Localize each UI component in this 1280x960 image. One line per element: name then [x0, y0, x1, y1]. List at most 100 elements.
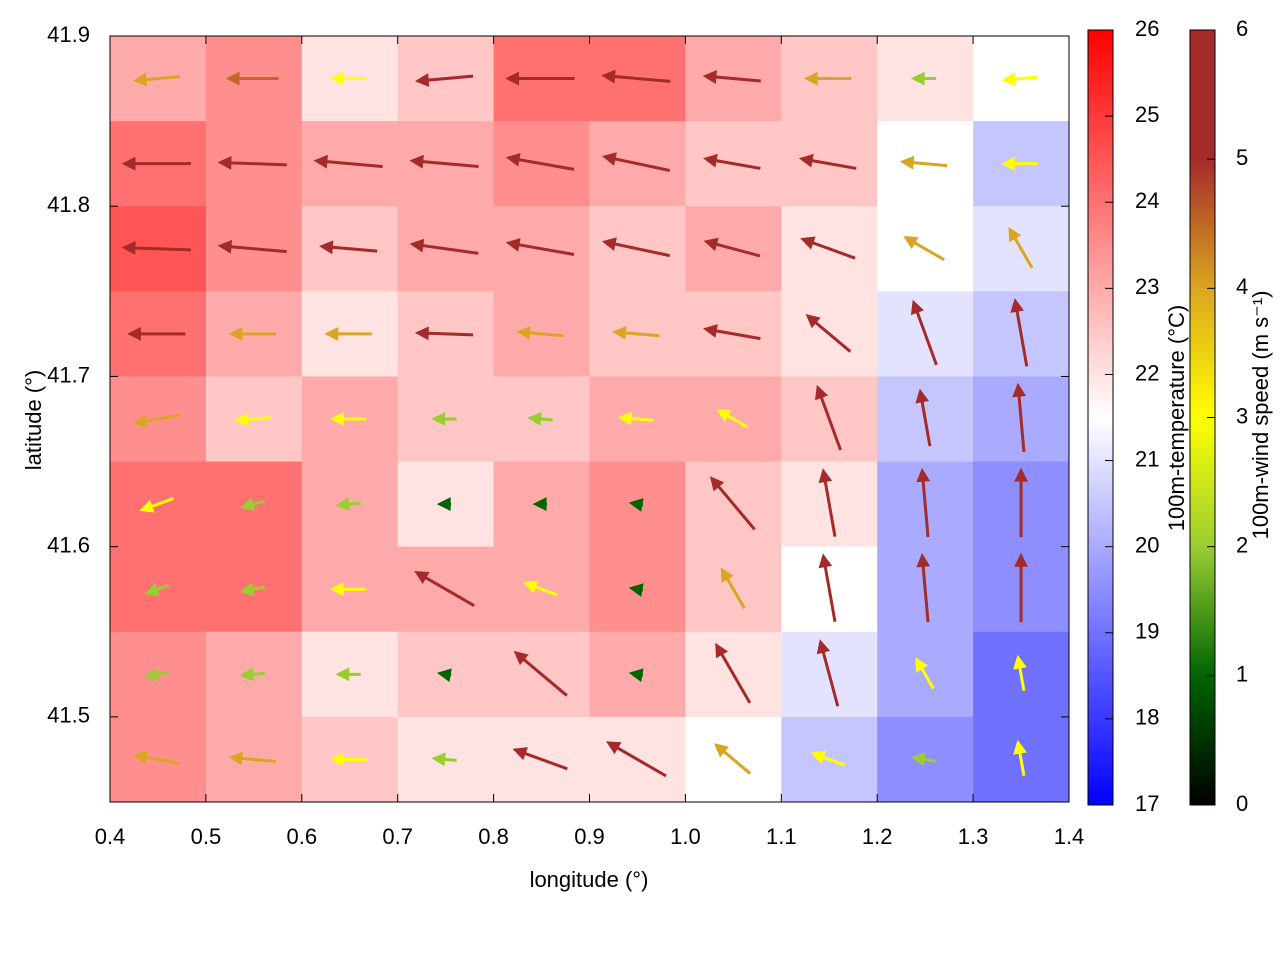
wind-arrow [121, 156, 191, 171]
wind-arrow [628, 583, 644, 597]
wind-arrow [132, 72, 180, 87]
wind-arrow [319, 240, 378, 255]
wind-arrow [915, 657, 935, 690]
colorbar-tick-label: 3 [1236, 403, 1248, 428]
wind-arrow [601, 69, 671, 84]
wind-arrow [228, 751, 276, 766]
colorbar-tick-label: 24 [1135, 188, 1159, 213]
wind-arrow [414, 571, 475, 608]
wind-arrow [527, 412, 553, 426]
wind-arrow [436, 497, 452, 512]
x-tick-label: 0.4 [95, 824, 126, 849]
wind-arrow [1001, 72, 1038, 86]
wind-arrow [617, 411, 655, 426]
wind-arrow [414, 73, 474, 87]
wind-arrow [628, 668, 644, 683]
vector-field [121, 69, 1038, 778]
wind-arrow [516, 325, 564, 340]
wind-arrow [709, 476, 756, 531]
wind-arrow [903, 236, 945, 262]
wind-arrow [816, 639, 840, 707]
wind-arrow [431, 412, 457, 426]
colorbar-tick-label: 20 [1135, 532, 1159, 557]
wind-arrow [601, 152, 671, 172]
wind-arrow [815, 384, 842, 451]
wind-arrow [239, 667, 265, 682]
wind-arrow [713, 743, 752, 775]
colorbar-tick-label: 22 [1135, 360, 1159, 385]
colorbar-tick-label: 0 [1236, 791, 1248, 816]
colorbar-tick-label: 21 [1135, 446, 1159, 471]
x-tick-label: 1.3 [958, 824, 989, 849]
wind-arrow [899, 155, 948, 170]
wind-arrow [239, 497, 265, 511]
temperature-label: 100m-temperature (°C) [1164, 305, 1189, 531]
wind-arrow [818, 553, 837, 622]
colorbar-tick-label: 18 [1135, 705, 1159, 730]
wind-arrow [522, 580, 558, 597]
y-axis-label: latitude (°) [21, 370, 46, 471]
wind-arrow [800, 236, 856, 260]
wind-arrow [1008, 226, 1034, 269]
wind-arrow [1013, 654, 1027, 691]
wind-arrow [810, 750, 846, 767]
wind-arrow [702, 70, 761, 84]
wind-arrow [798, 153, 857, 170]
x-tick-label: 1.0 [670, 824, 701, 849]
wind-arrow [335, 497, 361, 512]
wind-arrow [436, 668, 452, 683]
wind-arrow [720, 567, 746, 610]
wind-arrow [217, 239, 287, 254]
colorbar-tick-label: 25 [1135, 102, 1159, 127]
y-tick-label: 41.5 [47, 703, 90, 728]
x-axis-label: longitude (°) [530, 867, 649, 892]
colorbar-tick-label: 26 [1135, 16, 1159, 41]
x-tick-label: 1.4 [1054, 824, 1085, 849]
wind-arrow [512, 747, 568, 771]
wind-arrow [1012, 382, 1026, 453]
wind-arrow [431, 752, 457, 767]
wind-label: 100m-wind speed (m s⁻¹) [1248, 291, 1273, 540]
y-tick-label: 41.7 [47, 362, 90, 387]
wind-arrow [239, 582, 265, 597]
wind-arrow [132, 750, 180, 765]
wind-arrow [628, 498, 644, 512]
wind-arrow [601, 237, 671, 258]
wind-arrow [612, 325, 660, 340]
x-tick-label: 0.8 [478, 824, 509, 849]
colorbar-tick-label: 6 [1236, 16, 1248, 41]
wind-arrow [313, 154, 383, 169]
wind-arrow [805, 314, 852, 353]
wind-arrow [1010, 298, 1029, 367]
wind-arrow [505, 238, 575, 256]
wind-arrow [915, 388, 932, 447]
wind-arrow [144, 582, 169, 596]
wind-arrow [513, 650, 568, 697]
wind-arrow [916, 553, 931, 623]
x-tick-label: 0.7 [382, 824, 413, 849]
wind-arrow [1013, 739, 1027, 776]
wind-arrow [409, 238, 479, 255]
wind-arrow [910, 71, 937, 86]
y-tick-label: 41.8 [47, 192, 90, 217]
wind-arrow [605, 741, 667, 778]
wind-arrow [716, 409, 749, 429]
wind-arrow [329, 582, 367, 597]
colorbar-tick-label: 23 [1135, 274, 1159, 299]
wind-arrow [217, 155, 287, 170]
colorbar-tick-label: 19 [1135, 619, 1159, 644]
wind-arrow [225, 71, 279, 86]
temperature-colorbar [1087, 29, 1114, 806]
wind-arrow [329, 71, 367, 86]
wind-arrow [335, 667, 361, 682]
wind-arrow [228, 326, 276, 341]
wind-arrow [324, 326, 372, 341]
wind-arrow [234, 412, 271, 427]
colorbar-tick-label: 1 [1236, 662, 1248, 687]
wind-arrow [143, 667, 170, 682]
wind-arrow [329, 752, 367, 767]
wind-arrow [329, 412, 367, 426]
wind-arrow [1014, 467, 1028, 538]
x-tick-label: 1.2 [862, 824, 893, 849]
